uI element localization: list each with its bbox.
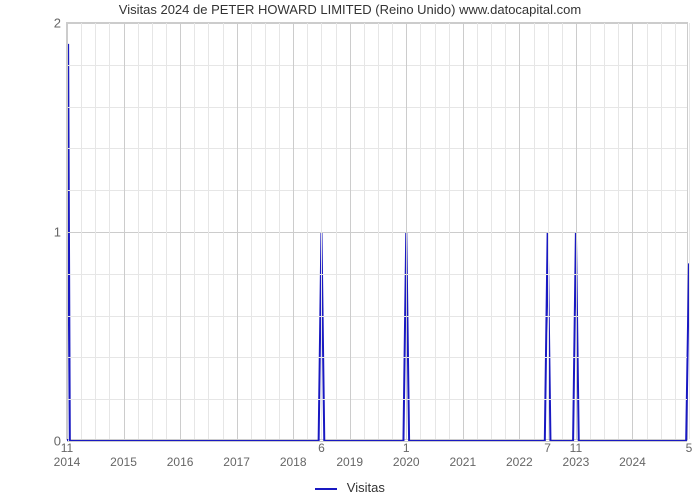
x-grid-major bbox=[180, 23, 181, 439]
x-grid-minor bbox=[689, 23, 690, 439]
x-grid-minor bbox=[265, 23, 266, 439]
x-grid-major bbox=[67, 23, 68, 439]
x-grid-minor bbox=[534, 23, 535, 439]
legend-label: Visitas bbox=[347, 480, 385, 495]
x-grid-minor bbox=[321, 23, 322, 439]
x-grid-major bbox=[350, 23, 351, 439]
x-grid-minor bbox=[618, 23, 619, 439]
x-tick-label: 2016 bbox=[167, 441, 194, 469]
x-grid-minor bbox=[435, 23, 436, 439]
x-grid-major bbox=[576, 23, 577, 439]
x-grid-minor bbox=[81, 23, 82, 439]
chart-container: Visitas 2024 de PETER HOWARD LIMITED (Re… bbox=[0, 0, 700, 500]
y-grid-minor bbox=[67, 148, 687, 149]
x-grid-minor bbox=[95, 23, 96, 439]
chart-title: Visitas 2024 de PETER HOWARD LIMITED (Re… bbox=[0, 2, 700, 17]
x-tick-label: 112023 bbox=[563, 441, 590, 469]
x-grid-minor bbox=[279, 23, 280, 439]
x-grid-minor bbox=[477, 23, 478, 439]
legend-swatch bbox=[315, 488, 337, 490]
x-tick-label: 2015 bbox=[110, 441, 137, 469]
x-tick-label: 2024 bbox=[619, 441, 646, 469]
x-grid-minor bbox=[152, 23, 153, 439]
x-grid-minor bbox=[336, 23, 337, 439]
x-grid-major bbox=[406, 23, 407, 439]
x-grid-minor bbox=[251, 23, 252, 439]
x-grid-minor bbox=[208, 23, 209, 439]
y-grid-minor bbox=[67, 357, 687, 358]
x-grid-minor bbox=[449, 23, 450, 439]
y-grid-major bbox=[67, 232, 687, 233]
x-tick-label: 5 bbox=[686, 441, 693, 455]
y-tick-label: 2 bbox=[54, 16, 67, 31]
x-grid-minor bbox=[420, 23, 421, 439]
x-grid-major bbox=[293, 23, 294, 439]
x-grid-minor bbox=[166, 23, 167, 439]
x-grid-major bbox=[237, 23, 238, 439]
legend: Visitas bbox=[0, 480, 700, 495]
y-grid-major bbox=[67, 441, 687, 442]
x-grid-minor bbox=[392, 23, 393, 439]
x-grid-minor bbox=[138, 23, 139, 439]
x-grid-minor bbox=[548, 23, 549, 439]
y-grid-major bbox=[67, 23, 687, 24]
y-grid-minor bbox=[67, 65, 687, 66]
x-tick-label: 2022 bbox=[506, 441, 533, 469]
x-grid-minor bbox=[194, 23, 195, 439]
x-grid-minor bbox=[647, 23, 648, 439]
x-grid-minor bbox=[661, 23, 662, 439]
x-grid-minor bbox=[364, 23, 365, 439]
x-grid-minor bbox=[505, 23, 506, 439]
x-tick-label: 2021 bbox=[449, 441, 476, 469]
x-grid-major bbox=[519, 23, 520, 439]
x-tick-label: 112014 bbox=[54, 441, 81, 469]
x-grid-minor bbox=[491, 23, 492, 439]
x-grid-major bbox=[632, 23, 633, 439]
x-grid-minor bbox=[378, 23, 379, 439]
x-tick-label: 7 bbox=[544, 441, 551, 455]
y-grid-minor bbox=[67, 190, 687, 191]
x-grid-minor bbox=[562, 23, 563, 439]
y-grid-minor bbox=[67, 107, 687, 108]
x-grid-major bbox=[124, 23, 125, 439]
x-tick-label: 2017 bbox=[223, 441, 250, 469]
y-grid-minor bbox=[67, 316, 687, 317]
y-grid-minor bbox=[67, 274, 687, 275]
x-grid-minor bbox=[590, 23, 591, 439]
y-grid-minor bbox=[67, 399, 687, 400]
x-grid-minor bbox=[223, 23, 224, 439]
plot-area: 012112014 2015 2016 2017 20186 201912020… bbox=[66, 22, 688, 440]
y-tick-label: 1 bbox=[54, 225, 67, 240]
x-tick-label: 2019 bbox=[336, 441, 363, 469]
x-grid-minor bbox=[675, 23, 676, 439]
x-grid-major bbox=[463, 23, 464, 439]
x-tick-label: 12020 bbox=[393, 441, 420, 469]
x-grid-minor bbox=[604, 23, 605, 439]
x-tick-label: 6 bbox=[318, 441, 325, 455]
x-grid-minor bbox=[109, 23, 110, 439]
x-grid-minor bbox=[307, 23, 308, 439]
x-tick-label: 2018 bbox=[280, 441, 307, 469]
